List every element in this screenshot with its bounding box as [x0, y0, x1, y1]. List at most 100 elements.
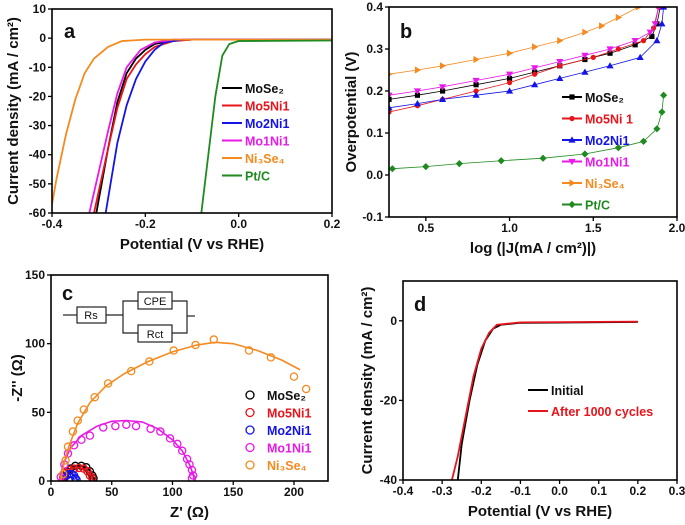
data-point — [472, 77, 480, 85]
data-point — [85, 471, 95, 480]
x-axis-title: log (|J(mA / cm²)|) — [470, 240, 596, 257]
y-tick-label: 100 — [25, 337, 45, 351]
series-c-3 — [56, 419, 198, 481]
y-axis-title: Current density (mA / cm²) — [5, 17, 22, 205]
axes-frame — [388, 6, 678, 218]
legend-marker — [245, 407, 255, 418]
y-tick-label: -0.1 — [362, 210, 383, 224]
data-point — [301, 384, 311, 394]
x-axis-title: Z' (Ω) — [170, 504, 209, 521]
data-point — [438, 95, 447, 102]
y-tick-label: -50 — [29, 177, 47, 191]
series-line — [451, 320, 638, 480]
x-tick-label: 150 — [223, 485, 243, 499]
x-axis-title: Potential (V vs RHE) — [468, 503, 612, 520]
x-tick-label: -0.1 — [510, 484, 531, 498]
series-line — [456, 321, 638, 480]
series-a-0 — [95, 38, 332, 213]
legend-label: Initial — [551, 384, 584, 398]
legend-item: Pt/C — [222, 170, 270, 184]
legend-item: Mo5Ni 1 — [562, 113, 633, 127]
data-point — [636, 53, 644, 60]
y-tick-label: 10 — [33, 2, 47, 16]
legend-marker — [245, 460, 255, 470]
y-tick-label: 0 — [390, 314, 397, 328]
data-point — [69, 441, 79, 450]
data-point — [556, 59, 564, 66]
data-point — [77, 435, 86, 445]
legend-item: Mo1Ni1 — [245, 442, 312, 456]
data-point — [98, 423, 108, 432]
data-point — [413, 100, 422, 107]
data-point — [61, 456, 70, 465]
data-point — [71, 474, 80, 481]
series-line — [52, 38, 332, 205]
x-tick-label: 100 — [162, 485, 182, 499]
data-point — [438, 84, 447, 91]
series-line — [95, 38, 332, 213]
legend-item: MoSe₂ — [562, 91, 624, 105]
series-b-4 — [389, 7, 643, 77]
fit-line — [59, 341, 301, 481]
data-point — [389, 92, 393, 99]
legend-marker — [245, 442, 255, 453]
data-point — [68, 427, 78, 436]
data-point — [244, 346, 254, 355]
equivalent-circuit: Rs CPE Rct — [63, 291, 195, 343]
data-point — [83, 467, 92, 476]
data-point — [606, 62, 614, 69]
series-b-5 — [389, 91, 668, 173]
panel-c: 0 50 100 150 200 150 100 50 0 Z' (Ω) -Z'' (Ω) c MoSe… — [9, 268, 329, 521]
data-point — [389, 165, 396, 173]
data-point — [126, 366, 136, 376]
legend-marker — [245, 390, 255, 400]
legend-label: MoSe₂ — [245, 82, 284, 96]
y-tick-label: 0.3 — [366, 42, 383, 56]
wire — [172, 300, 188, 334]
plot-area — [52, 38, 332, 213]
data-point — [557, 37, 564, 45]
series-a-3 — [88, 38, 332, 213]
legend-label: Mo1Ni1 — [585, 156, 630, 170]
y-tick-label: -10 — [29, 60, 47, 74]
series-line — [389, 7, 661, 100]
series-b-2 — [389, 7, 668, 111]
legend-label: MoSe₂ — [585, 91, 624, 105]
data-point — [145, 357, 154, 366]
legend-label: Mo5Ni 1 — [585, 113, 633, 127]
data-point — [66, 464, 75, 473]
legend-label: Mo5Ni1 — [245, 100, 290, 114]
plot-area — [451, 320, 638, 480]
data-point — [631, 38, 639, 45]
series-line — [200, 39, 332, 213]
legend-item: MoSe₂ — [222, 82, 284, 96]
x-tick-label: 0.1 — [590, 484, 607, 498]
panel-label: c — [62, 283, 73, 305]
data-point — [64, 469, 74, 479]
data-point — [532, 71, 538, 77]
legend-label: Mo2Ni1 — [245, 117, 290, 131]
data-point — [58, 469, 68, 479]
x-tick-label: 0.2 — [630, 484, 647, 498]
data-point — [72, 475, 81, 481]
data-point — [73, 416, 82, 425]
data-point — [606, 46, 614, 53]
plot-area — [389, 7, 668, 173]
data-point — [165, 434, 175, 443]
panel-label: a — [64, 21, 76, 43]
legend-item: Initial — [528, 384, 584, 398]
data-point — [635, 7, 643, 11]
y-axis-title: -Z'' (Ω) — [9, 354, 26, 401]
data-point — [289, 372, 299, 381]
legend-item: Mo1Ni1 — [222, 135, 290, 149]
axes-frame — [50, 274, 329, 482]
data-point — [649, 33, 655, 39]
data-point — [531, 65, 539, 72]
panel-label: d — [414, 294, 426, 316]
data-point — [532, 43, 539, 51]
legend-item: Mo5Ni1 — [245, 407, 312, 421]
data-point — [173, 439, 182, 449]
series-c-2 — [60, 469, 81, 481]
legend-marker — [569, 115, 575, 122]
